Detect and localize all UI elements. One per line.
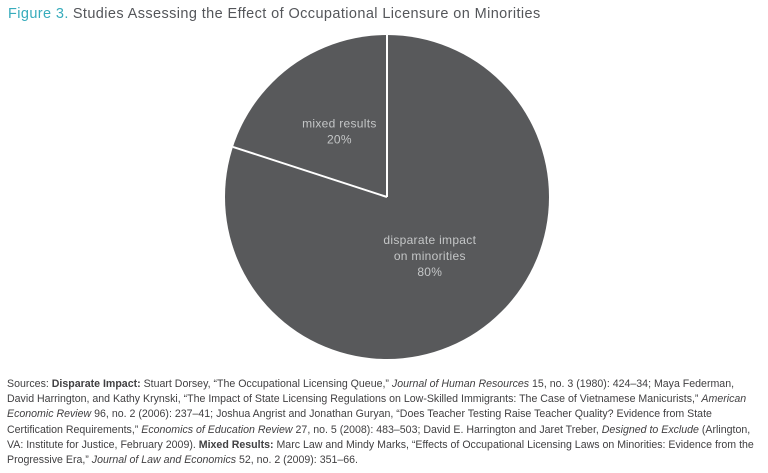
- source-segment: Stuart Dorsey, “The Occupational Licensi…: [140, 378, 392, 390]
- figure-label: Figure 3.: [8, 6, 69, 22]
- source-segment: American Economic Review: [7, 393, 747, 421]
- source-segment: Economics of Education Review: [141, 423, 293, 436]
- source-segment: 27, no. 5 (2008): 483–503; David E. Harr…: [292, 423, 602, 436]
- source-segment: Journal of Human Resources: [391, 378, 530, 390]
- figure-title-text: Studies Assessing the Effect of Occupati…: [72, 6, 541, 22]
- source-segment: Mixed Results:: [198, 438, 274, 451]
- source-segment: 15, no. 3 (1980): 424–34; Maya Federman,…: [7, 378, 735, 406]
- sources-text: Sources: Disparate Impact: Stuart Dorsey…: [7, 377, 762, 468]
- slice-divider: [232, 145, 388, 198]
- source-segment: Sources:: [7, 378, 52, 390]
- source-segment: Disparate Impact:: [51, 378, 141, 390]
- slice-label: disparate impact on minorities 80%: [383, 233, 476, 279]
- source-segment: Journal of Law and Economics: [91, 454, 237, 467]
- figure-title: Figure 3. Studies Assessing the Effect of…: [8, 6, 541, 22]
- source-segment: (Arlington, VA: Institute for Justice, F…: [7, 423, 751, 451]
- source-segment: Marc Law and Mindy Marks, “Effects of Oc…: [7, 438, 754, 467]
- source-segment: Designed to Exclude: [601, 423, 699, 436]
- source-segment: 52, no. 2 (2009): 351–66.: [236, 454, 358, 467]
- pie-chart: disparate impact on minorities 80% mixed re…: [225, 35, 549, 359]
- slice-label: mixed results 20%: [302, 117, 377, 147]
- source-segment: 96, no. 2 (2006): 237–41; Joshua Angrist…: [7, 408, 712, 436]
